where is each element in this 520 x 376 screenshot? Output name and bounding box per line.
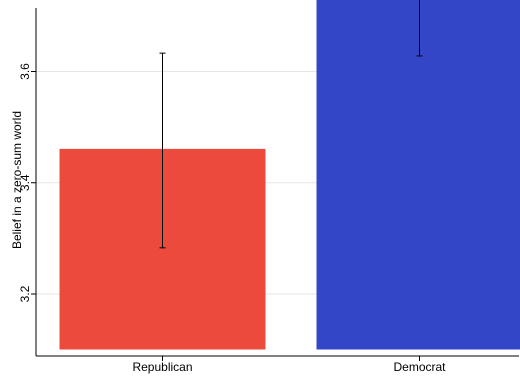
y-axis-label: Belief in a zero-sum world	[10, 111, 24, 249]
x-tick-label-republican: Republican	[132, 360, 192, 374]
y-tick-label: 3.2	[18, 285, 32, 302]
error-bars	[159, 0, 423, 249]
y-tick-label: 3.6	[18, 63, 32, 80]
bars	[59, 0, 520, 350]
x-tick-label-democrat: Democrat	[393, 360, 446, 374]
y-tick-label: 3.4	[18, 174, 32, 191]
x-ticks: Republican Democrat	[132, 356, 446, 374]
bar-democrat	[316, 0, 520, 350]
y-ticks: 3.23.43.63.84	[18, 63, 36, 302]
